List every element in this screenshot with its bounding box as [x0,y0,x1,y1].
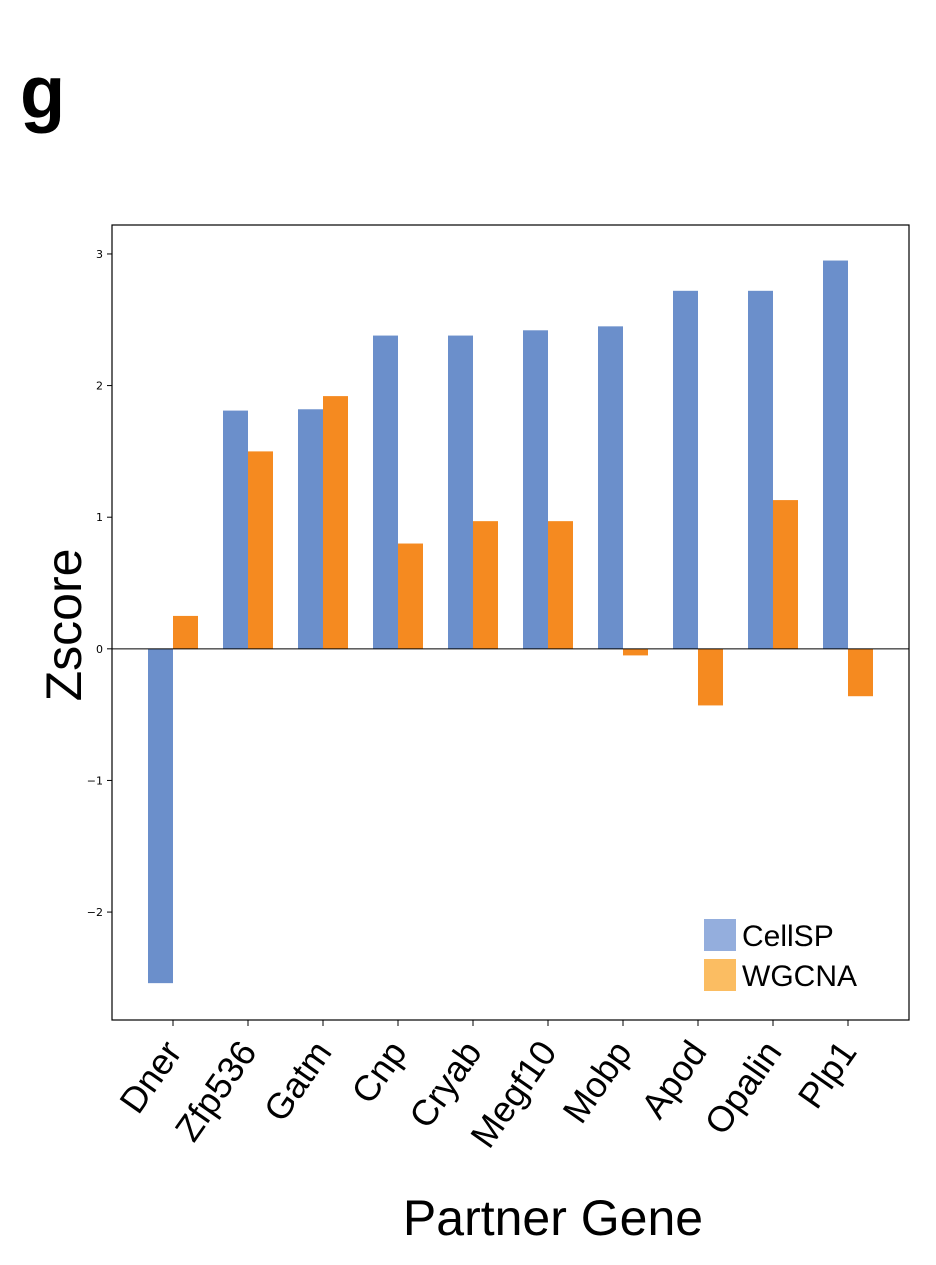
bar-cellsp-gatm [298,409,323,649]
legend-label-cellsp: CellSP [742,920,834,953]
y-tick-label: −2 [87,906,103,919]
y-tick-label: 2 [96,380,103,393]
bar-cellsp-apod [673,290,698,649]
bar-wgcna-apod [698,648,723,706]
plot-frame [111,224,910,1021]
x-axis-title: Partner Gene [403,1190,703,1246]
x-tick-label-mobp: Mobp [554,1033,639,1130]
y-tick-label: 1 [96,511,103,524]
bar-cellsp-dner [148,648,173,984]
legend-label-wgcna: WGCNA [742,960,857,993]
y-tick-label: −1 [87,774,103,787]
bar-cellsp-megf10 [523,330,548,649]
bar-cellsp-opalin [748,290,773,649]
panel-label: g [20,51,66,134]
bar-wgcna-zfp536 [248,451,273,649]
bar-cellsp-cnp [373,335,398,649]
bar-wgcna-cryab [473,521,498,649]
bar-wgcna-dner [173,615,198,649]
x-tick-label-opalin: Opalin [696,1033,789,1142]
bar-cellsp-cryab [448,335,473,649]
bar-cellsp-plp1 [823,260,848,649]
x-tick-label-zfp536: Zfp536 [167,1033,265,1148]
y-tick-label: 3 [96,248,103,261]
legend-swatch-cellsp [704,919,736,951]
legend: CellSP WGCNA [704,919,857,993]
x-tick-label-cnp: Cnp [343,1033,414,1111]
bar-wgcna-mobp [623,648,648,656]
x-tick-label-plp1: Plp1 [790,1033,865,1116]
bar-wgcna-cnp [398,543,423,649]
y-axis: 3 2 1 0 −1 −2 [87,248,112,919]
bar-wgcna-opalin [773,500,798,649]
bar-wgcna-megf10 [548,521,573,649]
x-tick-label-gatm: Gatm [255,1033,339,1129]
bar-cellsp-zfp536 [223,410,248,649]
legend-swatch-wgcna [704,959,736,991]
bar-wgcna-gatm [323,396,348,649]
y-tick-label: 0 [96,643,103,656]
y-axis-title: Zscore [36,549,92,702]
bar-cellsp-mobp [598,326,623,649]
bars-group [148,260,873,984]
bar-wgcna-plp1 [848,648,873,697]
